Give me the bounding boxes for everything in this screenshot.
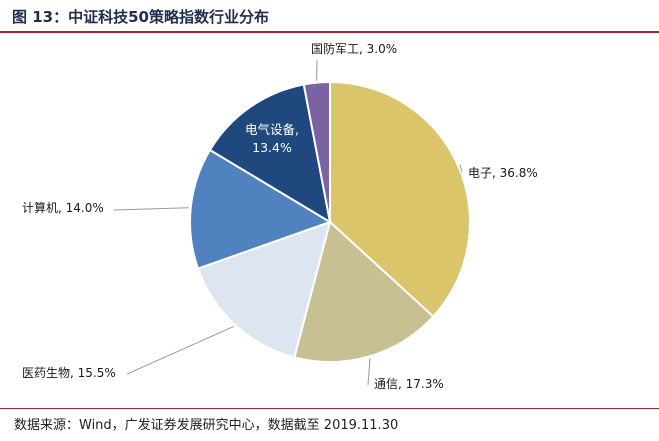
title-underline (0, 31, 659, 33)
slice-label-4: 计算机, 14.0% (22, 200, 104, 215)
pie-slice-1 (329, 80, 471, 318)
leader-line-1 (459, 164, 463, 173)
slice-label-5-value: 13.4% (252, 140, 292, 155)
pie-slice-4 (189, 148, 333, 270)
pie-slice-3 (196, 220, 332, 359)
pie-slice-2 (293, 220, 435, 363)
pie-labels: 电子, 36.8% 通信, 17.3% 医药生物, 15.5% 计算机, 14.0% 电… (22, 41, 538, 391)
leader-line-2 (367, 358, 371, 386)
slice-label-3: 医药生物, 15.5% (22, 366, 116, 380)
leader-line-3 (126, 325, 235, 375)
source-note: 数据来源：Wind，广发证券发展研究中心，数据截至 2019.11.30 (14, 418, 399, 433)
leader-lines (113, 59, 463, 386)
figure-title-bar: 图 13：中证科技50策略指数行业分布 (0, 0, 659, 32)
slice-label-6: 国防军工, 3.0% (311, 41, 397, 56)
source-divider (0, 408, 659, 409)
pie-slice-5 (208, 83, 332, 225)
pie-slice-6 (302, 80, 331, 223)
slice-label-2: 通信, 17.3% (374, 377, 444, 391)
leader-line-4 (113, 207, 189, 211)
pie-slices (189, 80, 471, 363)
slice-label-1: 电子, 36.8% (468, 166, 538, 180)
figure-title: 图 13：中证科技50策略指数行业分布 (12, 8, 269, 26)
slice-label-5-name: 电气设备, (245, 122, 299, 137)
